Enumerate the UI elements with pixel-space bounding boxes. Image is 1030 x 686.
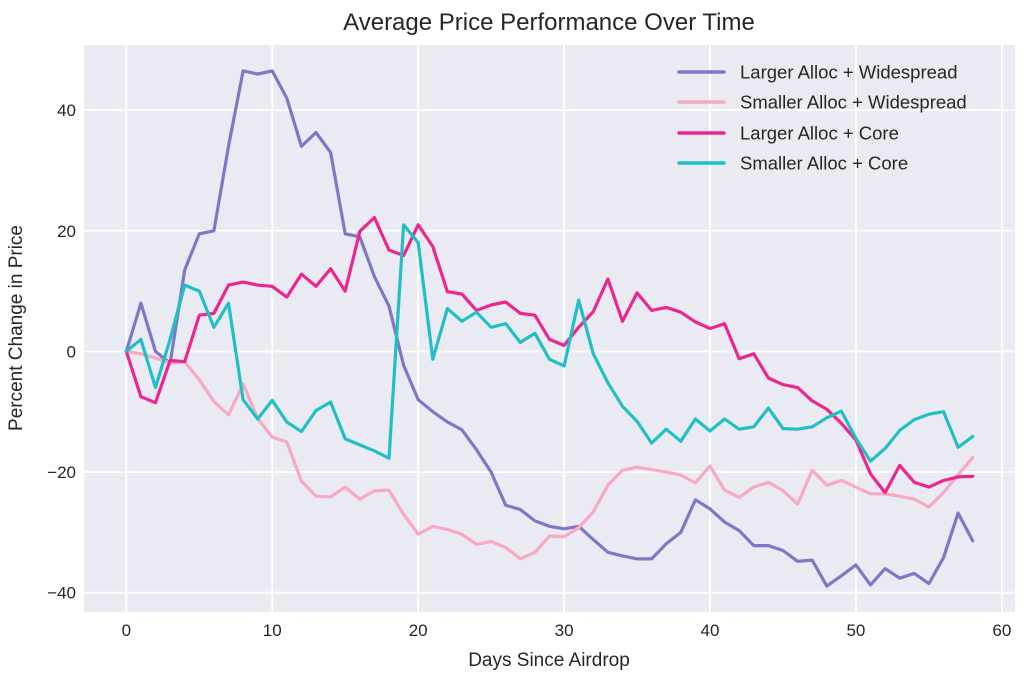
series-line-larger-alloc-widespread [124, 69, 975, 588]
x-tick-label-40: 40 [701, 621, 720, 640]
legend-item-larger-alloc-widespread: Larger Alloc + Widespread [677, 62, 958, 83]
y-tick-label--20: −20 [47, 463, 76, 482]
series-lines [124, 69, 975, 588]
x-tick-label-50: 50 [846, 621, 865, 640]
legend-item-smaller-alloc-widespread: Smaller Alloc + Widespread [677, 92, 967, 113]
legend-item-larger-alloc-core: Larger Alloc + Core [677, 123, 899, 144]
y-tick-label-40: 40 [57, 101, 76, 120]
legend-label-smaller-alloc-widespread: Smaller Alloc + Widespread [740, 92, 967, 113]
legend-item-smaller-alloc-core: Smaller Alloc + Core [677, 153, 908, 174]
legend: Larger Alloc + Widespread Smaller Alloc +… [677, 62, 967, 174]
y-tick-label--40: −40 [47, 584, 76, 603]
x-tick-label-20: 20 [409, 621, 428, 640]
x-axis-label: Days Since Airdrop [468, 650, 630, 671]
legend-label-smaller-alloc-core: Smaller Alloc + Core [740, 153, 908, 174]
x-tick-labels: 0 10 20 30 40 50 60 [122, 621, 1012, 640]
x-tick-label-0: 0 [122, 621, 131, 640]
series-line-smaller-alloc-core [124, 223, 975, 463]
y-axis-label: Percent Change in Price [6, 225, 27, 431]
y-tick-label-0: 0 [67, 342, 76, 361]
legend-label-larger-alloc-core: Larger Alloc + Core [740, 123, 899, 144]
x-tick-label-30: 30 [555, 621, 574, 640]
plot-area [84, 45, 1015, 612]
y-tick-labels: 40 20 0 −20 −40 [47, 101, 76, 603]
y-tick-label-20: 20 [57, 222, 76, 241]
legend-label-larger-alloc-widespread: Larger Alloc + Widespread [740, 62, 958, 83]
series-line-smaller-alloc-widespread [124, 349, 975, 561]
chart-title: Average Price Performance Over Time [343, 9, 755, 36]
gridlines [84, 45, 1015, 612]
x-tick-label-60: 60 [992, 621, 1011, 640]
x-tick-label-10: 10 [263, 621, 282, 640]
